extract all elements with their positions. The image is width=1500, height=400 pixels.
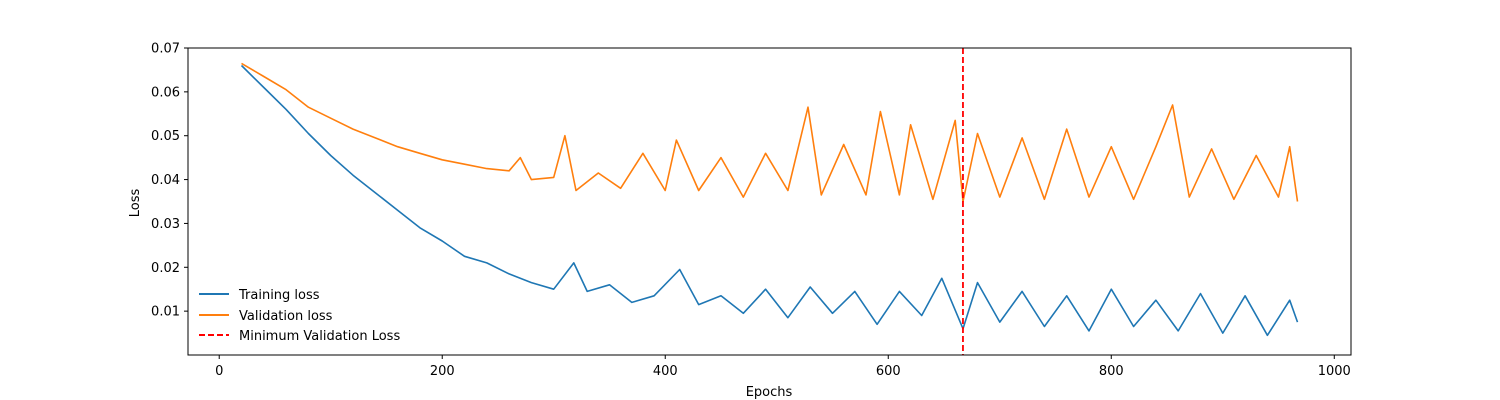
y-tick-label: 0.06 [151,85,180,100]
plot-frame [187,47,1352,356]
y-tick-label: 0.05 [151,129,180,144]
x-tick-label: 0 [215,364,223,379]
legend-label-minimum-validation-loss: Minimum Validation Loss [239,329,400,344]
y-axis-label: Loss [128,189,143,218]
y-tick-label: 0.01 [151,305,180,320]
y-tick-label: 0.07 [151,42,180,57]
legend-label-training-loss: Training loss [238,288,320,303]
x-tick-label: 1000 [1318,364,1351,379]
x-tick-label: 800 [1099,364,1124,379]
y-axis: 0.01 0.02 0.03 0.04 0.05 0.06 0.07 [151,42,188,320]
x-axis-label: Epochs [746,385,793,400]
series-line-training-loss [240,64,1299,337]
y-tick-label: 0.03 [151,217,180,232]
legend-label-validation-loss: Validation loss [239,309,333,324]
x-axis: 0 200 400 600 800 1000 [215,355,1351,379]
plot-area [240,48,1299,355]
x-tick-label: 600 [876,364,901,379]
y-tick-label: 0.04 [151,173,180,188]
x-tick-label: 200 [430,364,455,379]
x-tick-label: 400 [653,364,678,379]
legend: Training loss Validation loss Minimum Va… [199,288,400,344]
y-tick-label: 0.02 [151,261,180,276]
series-line-validation-loss [241,62,1299,203]
